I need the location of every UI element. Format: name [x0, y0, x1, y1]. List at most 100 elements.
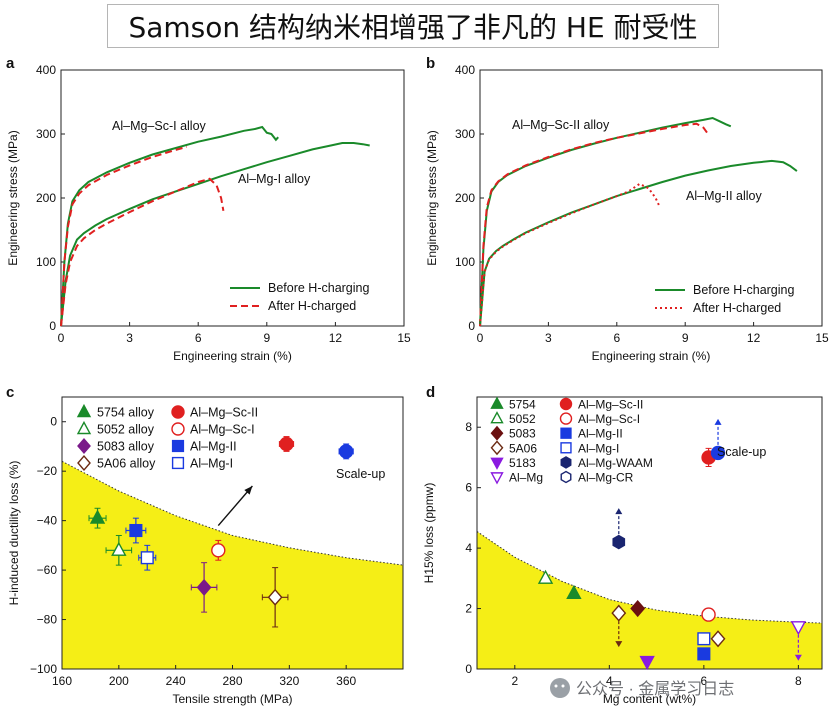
- series-line: [60, 142, 370, 327]
- limit-arrowhead: [794, 654, 802, 661]
- legend-entry: Before H-charging: [268, 281, 369, 295]
- y-tick-label: 2: [465, 602, 472, 616]
- legend-marker: [560, 427, 572, 439]
- x-tick-label: 9: [682, 331, 689, 345]
- y-tick-label: 4: [465, 541, 472, 555]
- panel-d: 2 4 6 8 0 2 4 6 8 Mg content (wt%) H15% loss (ppmw…: [422, 384, 823, 706]
- y-tick-label: 100: [36, 255, 56, 269]
- data-point: [701, 607, 716, 622]
- legend-marker: [171, 439, 185, 453]
- x-tick-label: 15: [815, 331, 829, 345]
- x-axis-label: Mg content (wt%): [603, 692, 696, 706]
- series-line: [60, 177, 225, 327]
- y-tick-label: 200: [455, 191, 475, 205]
- data-point: [111, 541, 127, 556]
- data-point: [710, 630, 726, 648]
- boundary-line: [476, 531, 823, 624]
- y-tick-label: 300: [36, 127, 56, 141]
- data-point: [211, 543, 226, 558]
- x-tick-label: 6: [195, 331, 202, 345]
- x-tick-label: 3: [545, 331, 552, 345]
- legend-marker: [77, 455, 91, 471]
- legend-entry: Al–Mg–Sc-II: [578, 398, 643, 412]
- x-axis-label: Engineering strain (%): [173, 349, 292, 363]
- y-tick-label: −100: [30, 662, 57, 676]
- data-point: [196, 578, 212, 596]
- legend-entry: Before H-charging: [693, 283, 794, 297]
- legend-entry: Al–Mg-II: [190, 440, 237, 454]
- legend-entry: 5754: [509, 398, 536, 412]
- legend-marker: [490, 440, 504, 456]
- series-line: [479, 122, 709, 327]
- data-point: [338, 444, 354, 459]
- legend-entry: 5A06: [509, 441, 537, 455]
- curve-label: Al–Mg–Sc-I alloy: [112, 119, 207, 133]
- y-tick-label: 8: [465, 420, 472, 434]
- x-tick-label: 15: [397, 331, 411, 345]
- legend-marker: [490, 396, 504, 409]
- wechat-icon-eye: [554, 684, 558, 688]
- legend-marker: [559, 397, 573, 411]
- legend-marker: [490, 411, 504, 424]
- panel-c: 160 200 240 280 320 360 0 −20 −40 −60 −80 −100 Tensi…: [6, 384, 404, 706]
- x-tick-label: 3: [126, 331, 133, 345]
- y-tick-label: −60: [37, 563, 58, 577]
- data-point: [697, 632, 711, 646]
- legend-marker: [77, 438, 91, 454]
- panel-b: 0 3 6 9 12 15 0 100 200 300 400 Engineering strain …: [425, 55, 829, 363]
- y-tick-label: 6: [465, 481, 472, 495]
- legend-entry: 5754 alloy: [97, 406, 155, 420]
- safe-region: [62, 461, 403, 669]
- data-point: [612, 534, 626, 550]
- legend-marker: [171, 456, 185, 470]
- y-tick-label: 400: [36, 63, 56, 77]
- y-axis-label: H15% loss (ppmw): [422, 483, 436, 584]
- x-axis-label: Tensile strength (MPa): [172, 692, 292, 706]
- x-tick-label: 0: [477, 331, 484, 345]
- data-point: [630, 600, 646, 618]
- curve-label: Al–Mg-II alloy: [686, 189, 762, 203]
- y-tick-label: 400: [455, 63, 475, 77]
- data-point: [790, 621, 807, 636]
- legend-entry: 5052: [509, 412, 536, 426]
- legend-entry: 5A06 alloy: [97, 457, 156, 471]
- legend-marker: [490, 457, 504, 470]
- legend-marker: [560, 442, 572, 454]
- data-point: [566, 584, 582, 600]
- y-axis-label: H-induced ductility loss (%): [7, 461, 21, 606]
- data-point: [129, 523, 143, 538]
- legend-entry: Al–Mg–Sc-I: [190, 423, 255, 437]
- panel-a: 0 3 6 9 12 15 0 100 200 300 400 Engineering strain …: [6, 55, 411, 363]
- panel-letter: a: [6, 55, 15, 72]
- legend-marker: [490, 425, 504, 441]
- y-tick-label: −80: [37, 613, 58, 627]
- data-point: [279, 436, 294, 452]
- legend-entry: Al–Mg: [509, 471, 543, 485]
- legend-marker: [171, 422, 185, 436]
- watermark-text: 公众号 · 金属学习日志: [576, 680, 734, 698]
- x-tick-label: 4: [606, 674, 613, 688]
- legend-entry: Al–Mg-CR: [578, 471, 634, 485]
- y-tick-label: −20: [37, 464, 58, 478]
- safe-region: [477, 531, 822, 669]
- plot-frame-d: [476, 396, 823, 670]
- x-tick-label: 240: [166, 674, 186, 688]
- legend-entry: Al–Mg-I: [578, 441, 619, 455]
- data-point: [140, 551, 154, 565]
- x-tick-label: 12: [329, 331, 343, 345]
- legend-entry: After H-charged: [693, 301, 781, 315]
- x-tick-label: 2: [511, 674, 518, 688]
- x-tick-label: 320: [279, 674, 299, 688]
- x-tick-label: 360: [336, 674, 356, 688]
- boundary-line: [61, 460, 404, 566]
- x-axis-label: Engineering strain (%): [592, 349, 711, 363]
- data-point: [89, 509, 106, 524]
- y-tick-label: 0: [50, 415, 57, 429]
- panel-letter: b: [426, 55, 435, 72]
- watermark: 公众号 · 金属学习日志: [550, 678, 734, 698]
- x-tick-label: 12: [747, 331, 761, 345]
- limit-arrowhead: [615, 641, 623, 648]
- legend-marker: [76, 403, 92, 418]
- legend-entry: Al–Mg-WAAM: [578, 456, 653, 470]
